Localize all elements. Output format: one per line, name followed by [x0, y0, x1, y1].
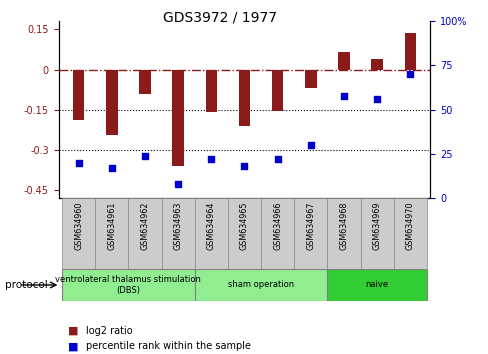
Bar: [73, 69, 84, 120]
Text: GSM634969: GSM634969: [372, 202, 381, 250]
Text: ventrolateral thalamus stimulation
(DBS): ventrolateral thalamus stimulation (DBS): [55, 275, 201, 295]
Point: [406, 72, 413, 77]
Bar: [238, 69, 250, 126]
Text: log2 ratio: log2 ratio: [85, 326, 132, 336]
Point: [306, 142, 314, 148]
Text: GSM634966: GSM634966: [273, 202, 282, 250]
Bar: [305, 69, 316, 88]
Bar: [95, 198, 128, 269]
Bar: [327, 269, 426, 301]
Text: sham operation: sham operation: [227, 280, 294, 290]
Bar: [194, 198, 227, 269]
Point: [273, 156, 281, 162]
Text: GSM634960: GSM634960: [74, 202, 83, 250]
Text: protocol: protocol: [5, 280, 47, 290]
Point: [108, 165, 116, 171]
Bar: [404, 33, 415, 69]
Bar: [106, 69, 117, 135]
Point: [372, 96, 380, 102]
Bar: [194, 269, 327, 301]
Bar: [62, 198, 95, 269]
Bar: [360, 198, 393, 269]
Text: percentile rank within the sample: percentile rank within the sample: [85, 341, 250, 351]
Text: GSM634968: GSM634968: [339, 202, 348, 250]
Text: ■: ■: [68, 341, 79, 351]
Point: [174, 181, 182, 187]
Bar: [271, 69, 283, 111]
Point: [240, 164, 248, 169]
Bar: [227, 198, 261, 269]
Bar: [62, 269, 194, 301]
Point: [141, 153, 148, 159]
Bar: [327, 198, 360, 269]
Bar: [161, 198, 194, 269]
Bar: [371, 59, 382, 69]
Bar: [205, 69, 217, 113]
Bar: [338, 52, 349, 69]
Bar: [294, 198, 327, 269]
Point: [207, 156, 215, 162]
Bar: [393, 198, 426, 269]
Bar: [172, 69, 183, 166]
Text: GSM634965: GSM634965: [240, 202, 248, 250]
Bar: [139, 69, 150, 94]
Bar: [128, 198, 161, 269]
Bar: [261, 198, 294, 269]
Text: naive: naive: [365, 280, 388, 290]
Text: ■: ■: [68, 326, 79, 336]
Text: GSM634963: GSM634963: [173, 202, 182, 250]
Point: [340, 93, 347, 98]
Point: [75, 160, 82, 166]
Text: GDS3972 / 1977: GDS3972 / 1977: [163, 11, 277, 25]
Text: GSM634961: GSM634961: [107, 202, 116, 250]
Text: GSM634967: GSM634967: [306, 202, 315, 250]
Text: GSM634970: GSM634970: [405, 202, 414, 250]
Text: GSM634964: GSM634964: [206, 202, 215, 250]
Text: GSM634962: GSM634962: [140, 202, 149, 250]
